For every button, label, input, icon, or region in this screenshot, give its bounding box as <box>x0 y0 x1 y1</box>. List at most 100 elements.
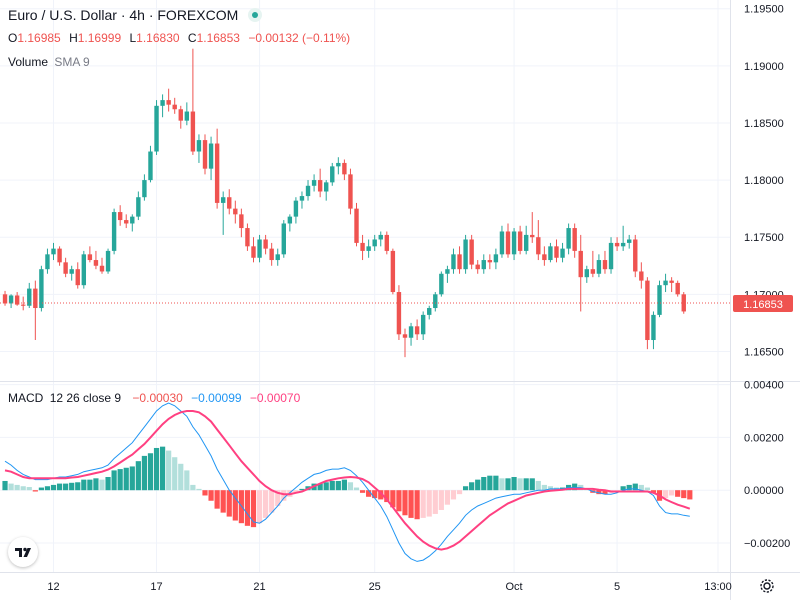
candle <box>542 246 547 266</box>
candle-body <box>463 239 468 270</box>
candle <box>172 97 177 114</box>
candle <box>214 128 220 209</box>
candle-body <box>633 239 638 272</box>
candle-body <box>287 216 293 224</box>
time-tick-label: 21 <box>253 581 265 593</box>
volume-label[interactable]: Volume <box>8 55 49 69</box>
histogram-bar <box>426 490 432 517</box>
candle <box>475 260 480 274</box>
histogram-bar <box>420 490 426 518</box>
price-axis[interactable]: 1.195001.190001.185001.180001.175001.170… <box>744 4 784 359</box>
candle <box>663 273 668 293</box>
histogram-bar <box>129 466 135 491</box>
histogram-bar <box>529 478 535 491</box>
candle <box>348 168 353 215</box>
candle <box>590 250 596 278</box>
candle <box>439 271 444 297</box>
histogram-bar <box>208 490 214 501</box>
price-tick-label: 1.18500 <box>744 118 784 130</box>
candle <box>457 246 462 274</box>
candle <box>166 88 171 112</box>
symbol-legend[interactable]: Euro / U.S. Dollar · 4h · FOREXCOM <box>8 7 262 23</box>
candle <box>87 246 93 263</box>
tradingview-logo-icon[interactable] <box>8 537 38 567</box>
candle <box>639 262 644 289</box>
candle <box>481 254 486 274</box>
candle-body <box>651 314 656 341</box>
candle <box>317 168 323 198</box>
histogram-bar <box>256 490 263 524</box>
histogram-bar <box>269 490 275 513</box>
candle-body <box>657 285 662 315</box>
candle-body <box>414 326 420 335</box>
settings-gear-icon[interactable] <box>758 577 776 595</box>
candle <box>669 277 674 293</box>
macd-axis[interactable]: 0.00400 0.00200 0.00000 −0.00200 <box>744 380 790 550</box>
candle-body <box>202 140 208 169</box>
candle-body <box>614 242 620 247</box>
ohlc-close-key: C <box>187 31 197 45</box>
histogram-bar <box>214 490 220 509</box>
ohlc-low-value: 1.16830 <box>136 31 180 45</box>
market-status-icon <box>247 8 262 22</box>
histogram-bar <box>444 490 451 505</box>
macd-tick-label: 0.00200 <box>744 432 784 444</box>
histogram-bar <box>438 490 444 510</box>
candle-body <box>639 271 644 281</box>
candle <box>657 280 662 318</box>
ohlc-open-value: 1.16985 <box>17 31 61 45</box>
candle-body <box>196 140 202 152</box>
time-tick-label: 12 <box>47 581 59 593</box>
candle <box>408 322 414 346</box>
candle <box>93 250 99 270</box>
candle-body <box>675 282 680 295</box>
price-tick-label: 1.19500 <box>744 4 784 16</box>
signal-line <box>4 410 691 551</box>
macd-label[interactable]: MACD <box>8 391 44 405</box>
candle-body <box>663 280 668 286</box>
macd-hist-value: −0.00030 <box>132 391 183 405</box>
ohlc-close-value: 1.16853 <box>196 31 240 45</box>
macd-legend[interactable]: MACD 12 26 close 9 −0.00030 −0.00099 −0.… <box>8 391 300 405</box>
histogram-bar <box>87 479 93 491</box>
candle <box>311 174 317 192</box>
candle-body <box>160 100 165 106</box>
candle <box>111 208 117 255</box>
candle-body <box>408 326 414 338</box>
candle <box>130 214 135 232</box>
candle <box>178 105 183 129</box>
last-price-label: 1.16853 <box>743 299 783 311</box>
candle-body <box>33 288 38 309</box>
macd-tick-label: 0.00000 <box>744 485 784 497</box>
candle-body <box>27 288 32 306</box>
candle <box>560 242 565 263</box>
candle-body <box>214 143 220 203</box>
histogram-bar <box>341 479 347 491</box>
histogram-bar <box>20 486 26 491</box>
histogram-bar <box>359 490 366 493</box>
candle <box>602 250 608 274</box>
histogram-bar <box>541 484 547 491</box>
time-axis[interactable]: 12 17 21 25 Oct 5 13:00 <box>47 581 731 593</box>
volume-legend[interactable]: Volume SMA 9 <box>8 55 90 69</box>
candle-body <box>554 246 559 258</box>
candle-body <box>45 254 50 270</box>
histogram-bar <box>190 484 196 491</box>
candle-body <box>2 294 8 304</box>
candle-body <box>378 234 383 240</box>
candle-body <box>469 239 474 265</box>
candle <box>427 305 432 320</box>
candle <box>184 102 190 126</box>
candle <box>566 223 571 255</box>
ohlc-change-value: −0.00132 (−0.11%) <box>248 31 351 45</box>
symbol-title[interactable]: Euro / U.S. Dollar · 4h · FOREXCOM <box>8 7 239 23</box>
candle <box>233 200 238 224</box>
candle <box>681 292 686 314</box>
candle <box>148 145 153 183</box>
histogram-bar <box>75 482 81 491</box>
candle <box>57 246 62 266</box>
histogram-bar <box>462 486 469 491</box>
histogram-bar <box>299 488 305 491</box>
candle <box>596 254 602 278</box>
